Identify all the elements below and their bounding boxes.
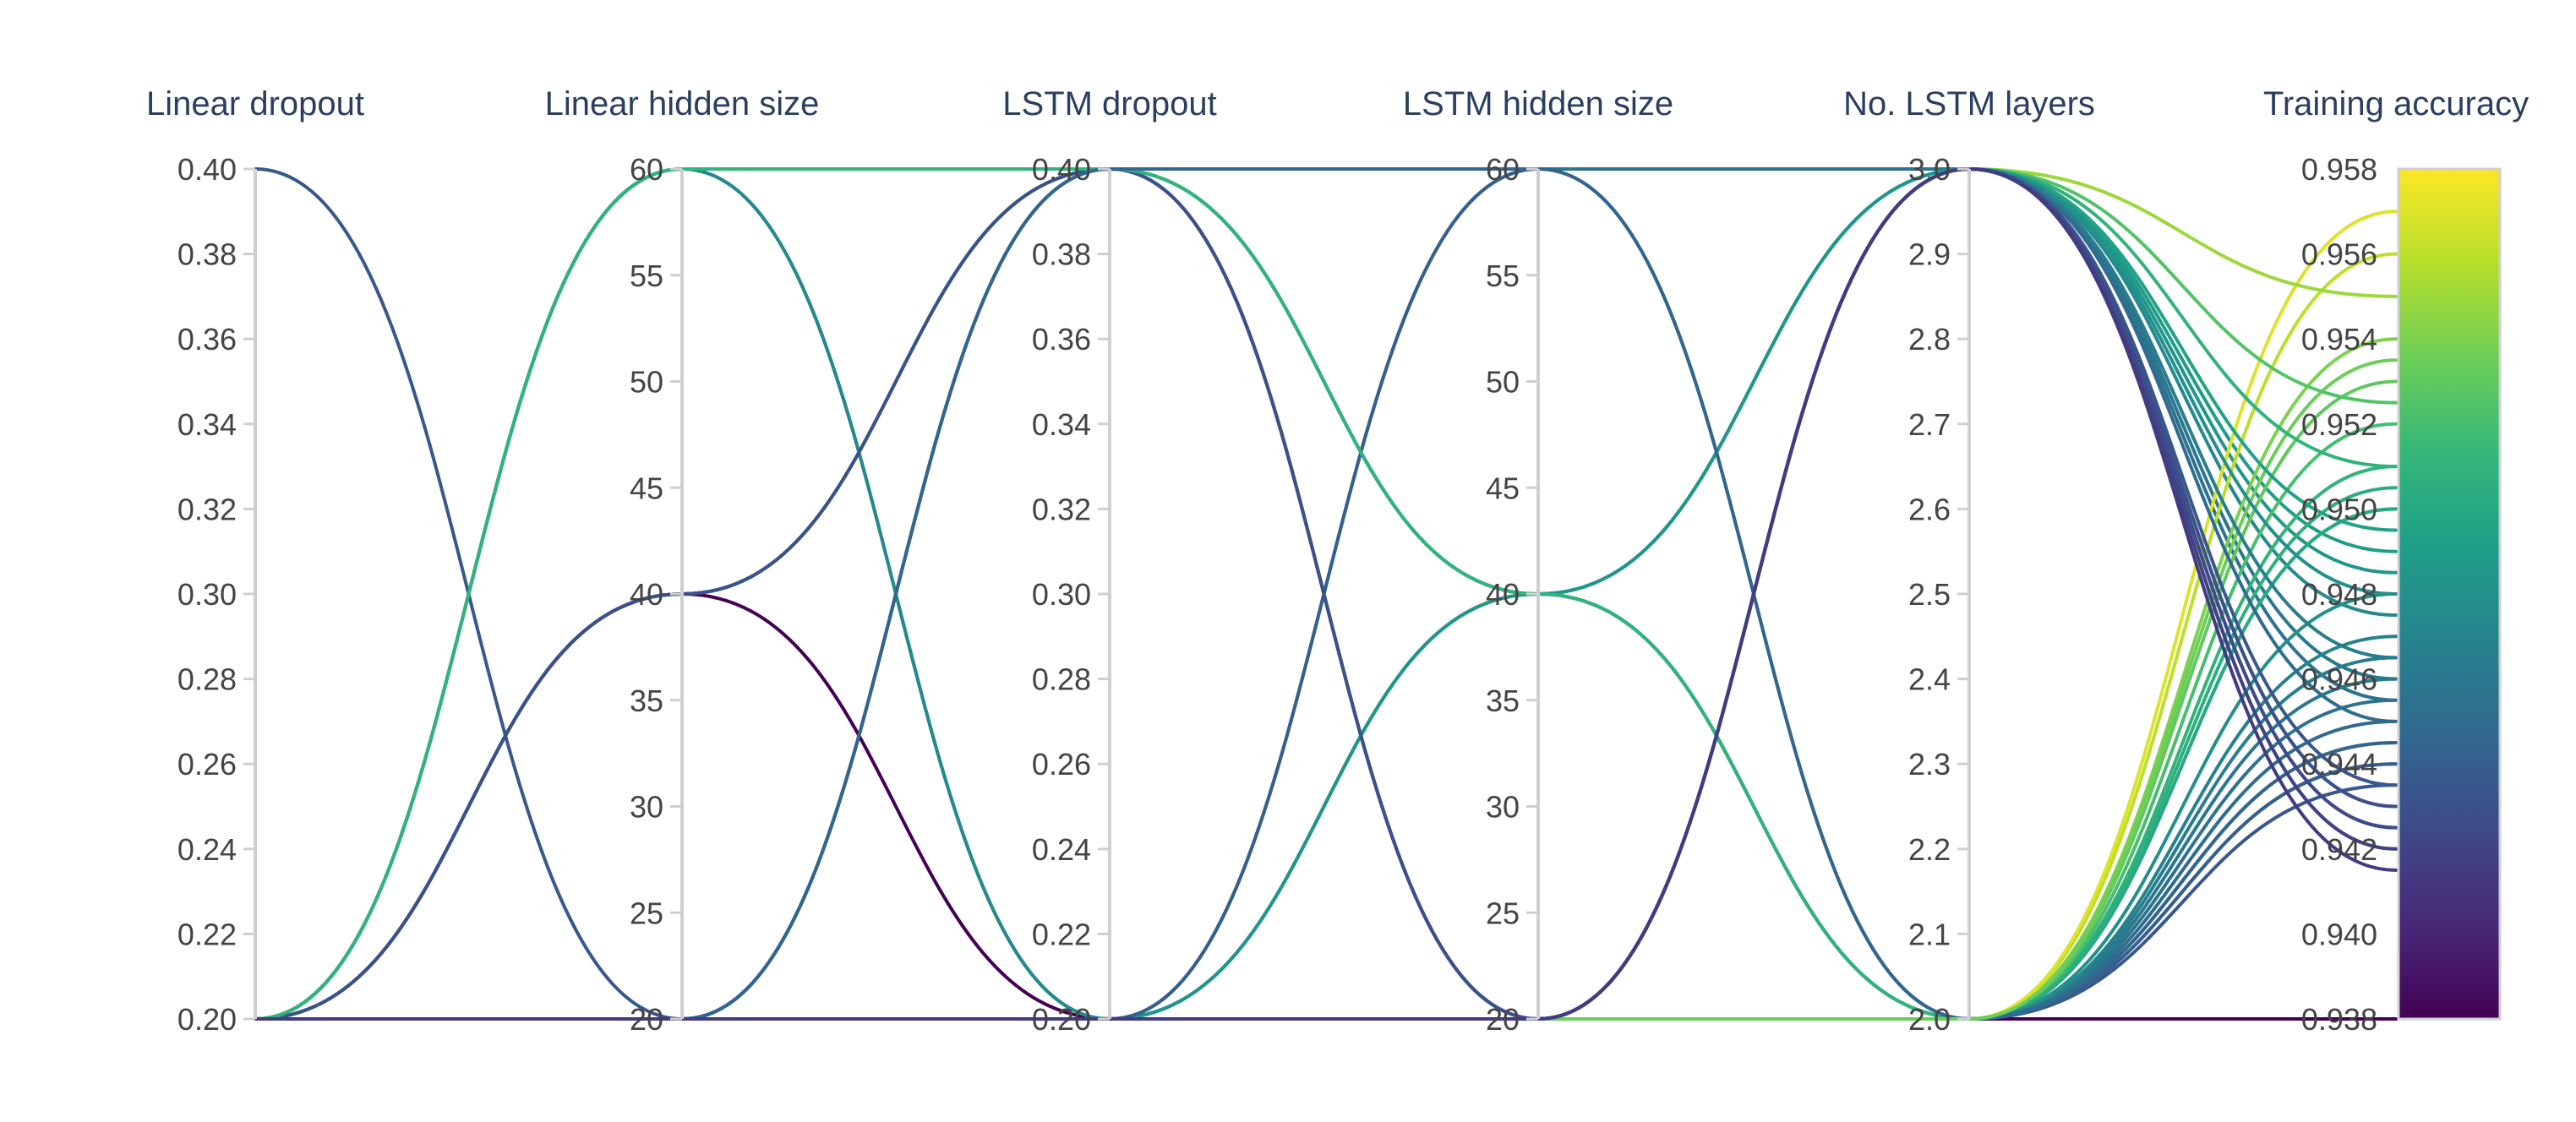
- tick-label: 0.944: [2301, 747, 2377, 782]
- axes: Linear dropout 0.20 0.22 0.24 0.26 0.28 0.30 0.…: [146, 85, 2529, 1037]
- tick-label: 0.948: [2301, 577, 2377, 612]
- tick-label: 45: [630, 471, 663, 505]
- tick-label: 30: [1486, 790, 1520, 825]
- tick-label: 0.942: [2301, 832, 2377, 867]
- run-line-25: [254, 379, 2398, 1021]
- axis-training_accuracy[interactable]: Training accuracy 0.938 0.940 0.942 0.944 0.9…: [2263, 85, 2529, 1037]
- tick-label: 2.8: [1908, 322, 1951, 357]
- tick-label: 45: [1486, 471, 1520, 505]
- tick-label: 0.20: [177, 1002, 237, 1037]
- run-line-30: [254, 358, 2398, 1021]
- tick-label: 60: [630, 152, 663, 187]
- axis-title: Linear hidden size: [545, 85, 820, 123]
- axis-title: No. LSTM layers: [1843, 85, 2095, 123]
- tick-label: 55: [1486, 259, 1520, 293]
- tick-label: 0.26: [177, 747, 237, 782]
- run-line-15: [254, 166, 2398, 1021]
- tick-label: 0.36: [177, 322, 237, 357]
- tick-label: 3.0: [1908, 152, 1951, 187]
- tick-label: 0.20: [1032, 1002, 1091, 1037]
- tick-label: 2.9: [1908, 237, 1951, 272]
- tick-label: 0.940: [2301, 917, 2377, 951]
- tick-label: 20: [1486, 1002, 1520, 1037]
- tick-label: 0.22: [177, 917, 237, 951]
- tick-label: 2.1: [1908, 917, 1951, 951]
- colorbar-gradient: [2399, 169, 2500, 1019]
- tick-label: 0.38: [177, 237, 237, 272]
- tick-label: 0.24: [1032, 832, 1091, 867]
- tick-label: 25: [1486, 896, 1520, 930]
- colorbar: [2397, 167, 2502, 1021]
- tick-label: 0.956: [2301, 237, 2377, 272]
- tick-label: 0.32: [177, 492, 237, 526]
- tick-label: 35: [630, 684, 663, 718]
- tick-label: 50: [1486, 365, 1520, 400]
- run-line-24: [254, 210, 2398, 1021]
- colorbar-frame: [2397, 167, 2502, 1021]
- axis-title: LSTM hidden size: [1403, 85, 1673, 123]
- tick-label: 0.34: [177, 407, 237, 442]
- tick-label: 55: [630, 259, 663, 293]
- tick-label: 2.7: [1908, 407, 1951, 442]
- tick-label: 0.950: [2301, 492, 2377, 526]
- tick-label: 0.952: [2301, 407, 2377, 442]
- tick-label: 0.30: [1032, 577, 1091, 612]
- tick-label: 30: [630, 790, 663, 825]
- axis-linear_dropout[interactable]: Linear dropout 0.20 0.22 0.24 0.26 0.28 0.30 0.…: [146, 85, 364, 1037]
- tick-label: 20: [630, 1002, 663, 1037]
- tick-label: 2.0: [1908, 1002, 1951, 1037]
- tick-label: 0.22: [1032, 917, 1091, 951]
- tick-label: 0.38: [1032, 237, 1091, 272]
- tick-label: 0.954: [2301, 322, 2377, 357]
- run-line-16: [254, 166, 2398, 1021]
- tick-label: 60: [1486, 152, 1520, 187]
- tick-label: 0.28: [1032, 662, 1091, 697]
- run-lines: [254, 166, 2398, 1021]
- tick-label: 0.958: [2301, 152, 2377, 187]
- tick-label: 2.5: [1908, 577, 1951, 612]
- tick-label: 0.24: [177, 832, 237, 867]
- axis-lstm_layers[interactable]: No. LSTM layers 2.0 2.1 2.2 2.3 2.4 2.5 2.6 2.7 2…: [1843, 85, 2095, 1037]
- tick-label: 0.938: [2301, 1002, 2377, 1037]
- axis-title: Linear dropout: [146, 85, 364, 123]
- axis-title: Training accuracy: [2263, 85, 2529, 123]
- tick-label: 0.36: [1032, 322, 1091, 357]
- tick-label: 0.26: [1032, 747, 1091, 782]
- axis-linear_hidden[interactable]: Linear hidden size 20 25 30 35 40 45 50 55 60: [545, 85, 820, 1037]
- tick-label: 0.28: [177, 662, 237, 697]
- axis-title: LSTM dropout: [1002, 85, 1216, 123]
- tick-label: 2.6: [1908, 492, 1951, 526]
- tick-label: 25: [630, 896, 663, 930]
- tick-label: 35: [1486, 684, 1520, 718]
- tick-label: 2.4: [1908, 662, 1951, 697]
- tick-label: 0.34: [1032, 407, 1091, 442]
- run-line-22: [254, 337, 2398, 1021]
- tick-label: 40: [630, 577, 663, 612]
- tick-label: 2.2: [1908, 832, 1951, 867]
- tick-label: 0.946: [2301, 662, 2377, 697]
- tick-label: 0.40: [1032, 152, 1091, 187]
- tick-label: 40: [1486, 577, 1520, 612]
- axis-lstm_dropout[interactable]: LSTM dropout 0.20 0.22 0.24 0.26 0.28 0.30 0.32…: [1002, 85, 1216, 1037]
- tick-label: 0.32: [1032, 492, 1091, 526]
- axis-lstm_hidden[interactable]: LSTM hidden size 20 25 30 35 40 45 50 55 60: [1403, 85, 1673, 1037]
- tick-label: 0.30: [177, 577, 237, 612]
- tick-label: 0.40: [177, 152, 237, 187]
- tick-label: 50: [630, 365, 663, 400]
- tick-label: 2.3: [1908, 747, 1951, 782]
